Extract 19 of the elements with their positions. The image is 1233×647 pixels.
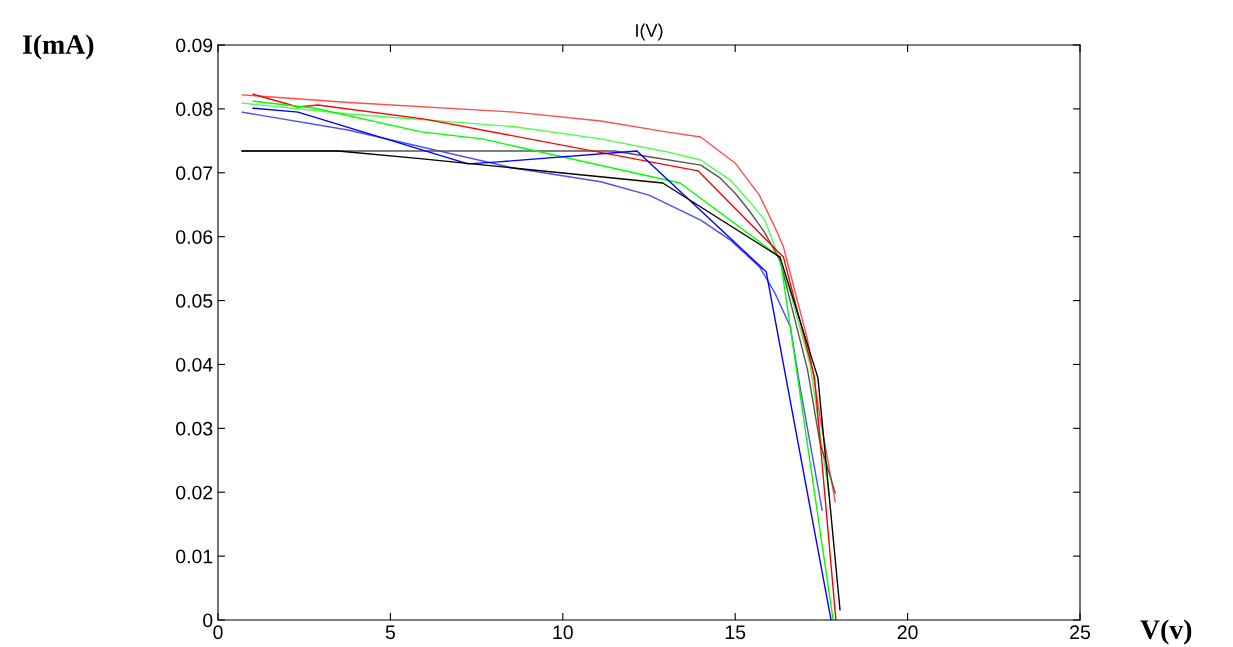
y-tick-label: 0.01 xyxy=(176,549,213,564)
y-axis-title: I(mA) xyxy=(22,34,94,60)
y-tick-label: 0.05 xyxy=(176,294,213,308)
y-tick-label: 0.07 xyxy=(176,166,213,181)
y-tick-label: 0.04 xyxy=(176,357,213,372)
x-tick-label: 5 xyxy=(385,625,395,640)
x-tick-label: 15 xyxy=(725,625,746,640)
y-tick-label: 0.08 xyxy=(176,102,213,117)
y-tick-label: 0 xyxy=(203,613,213,628)
x-tick-label: 25 xyxy=(1070,625,1090,640)
y-tick-label: 0.09 xyxy=(176,38,213,53)
x-tick-label: 20 xyxy=(897,625,918,640)
chart-title: I(V) xyxy=(636,23,663,41)
y-tick-label: 0.02 xyxy=(176,485,213,500)
x-tick-label: 10 xyxy=(553,625,573,640)
x-axis-title: V(v) xyxy=(1140,619,1192,645)
y-tick-label: 0.06 xyxy=(176,230,213,244)
y-tick-label: 0.03 xyxy=(176,421,213,436)
x-tick-label: 0 xyxy=(213,625,223,640)
